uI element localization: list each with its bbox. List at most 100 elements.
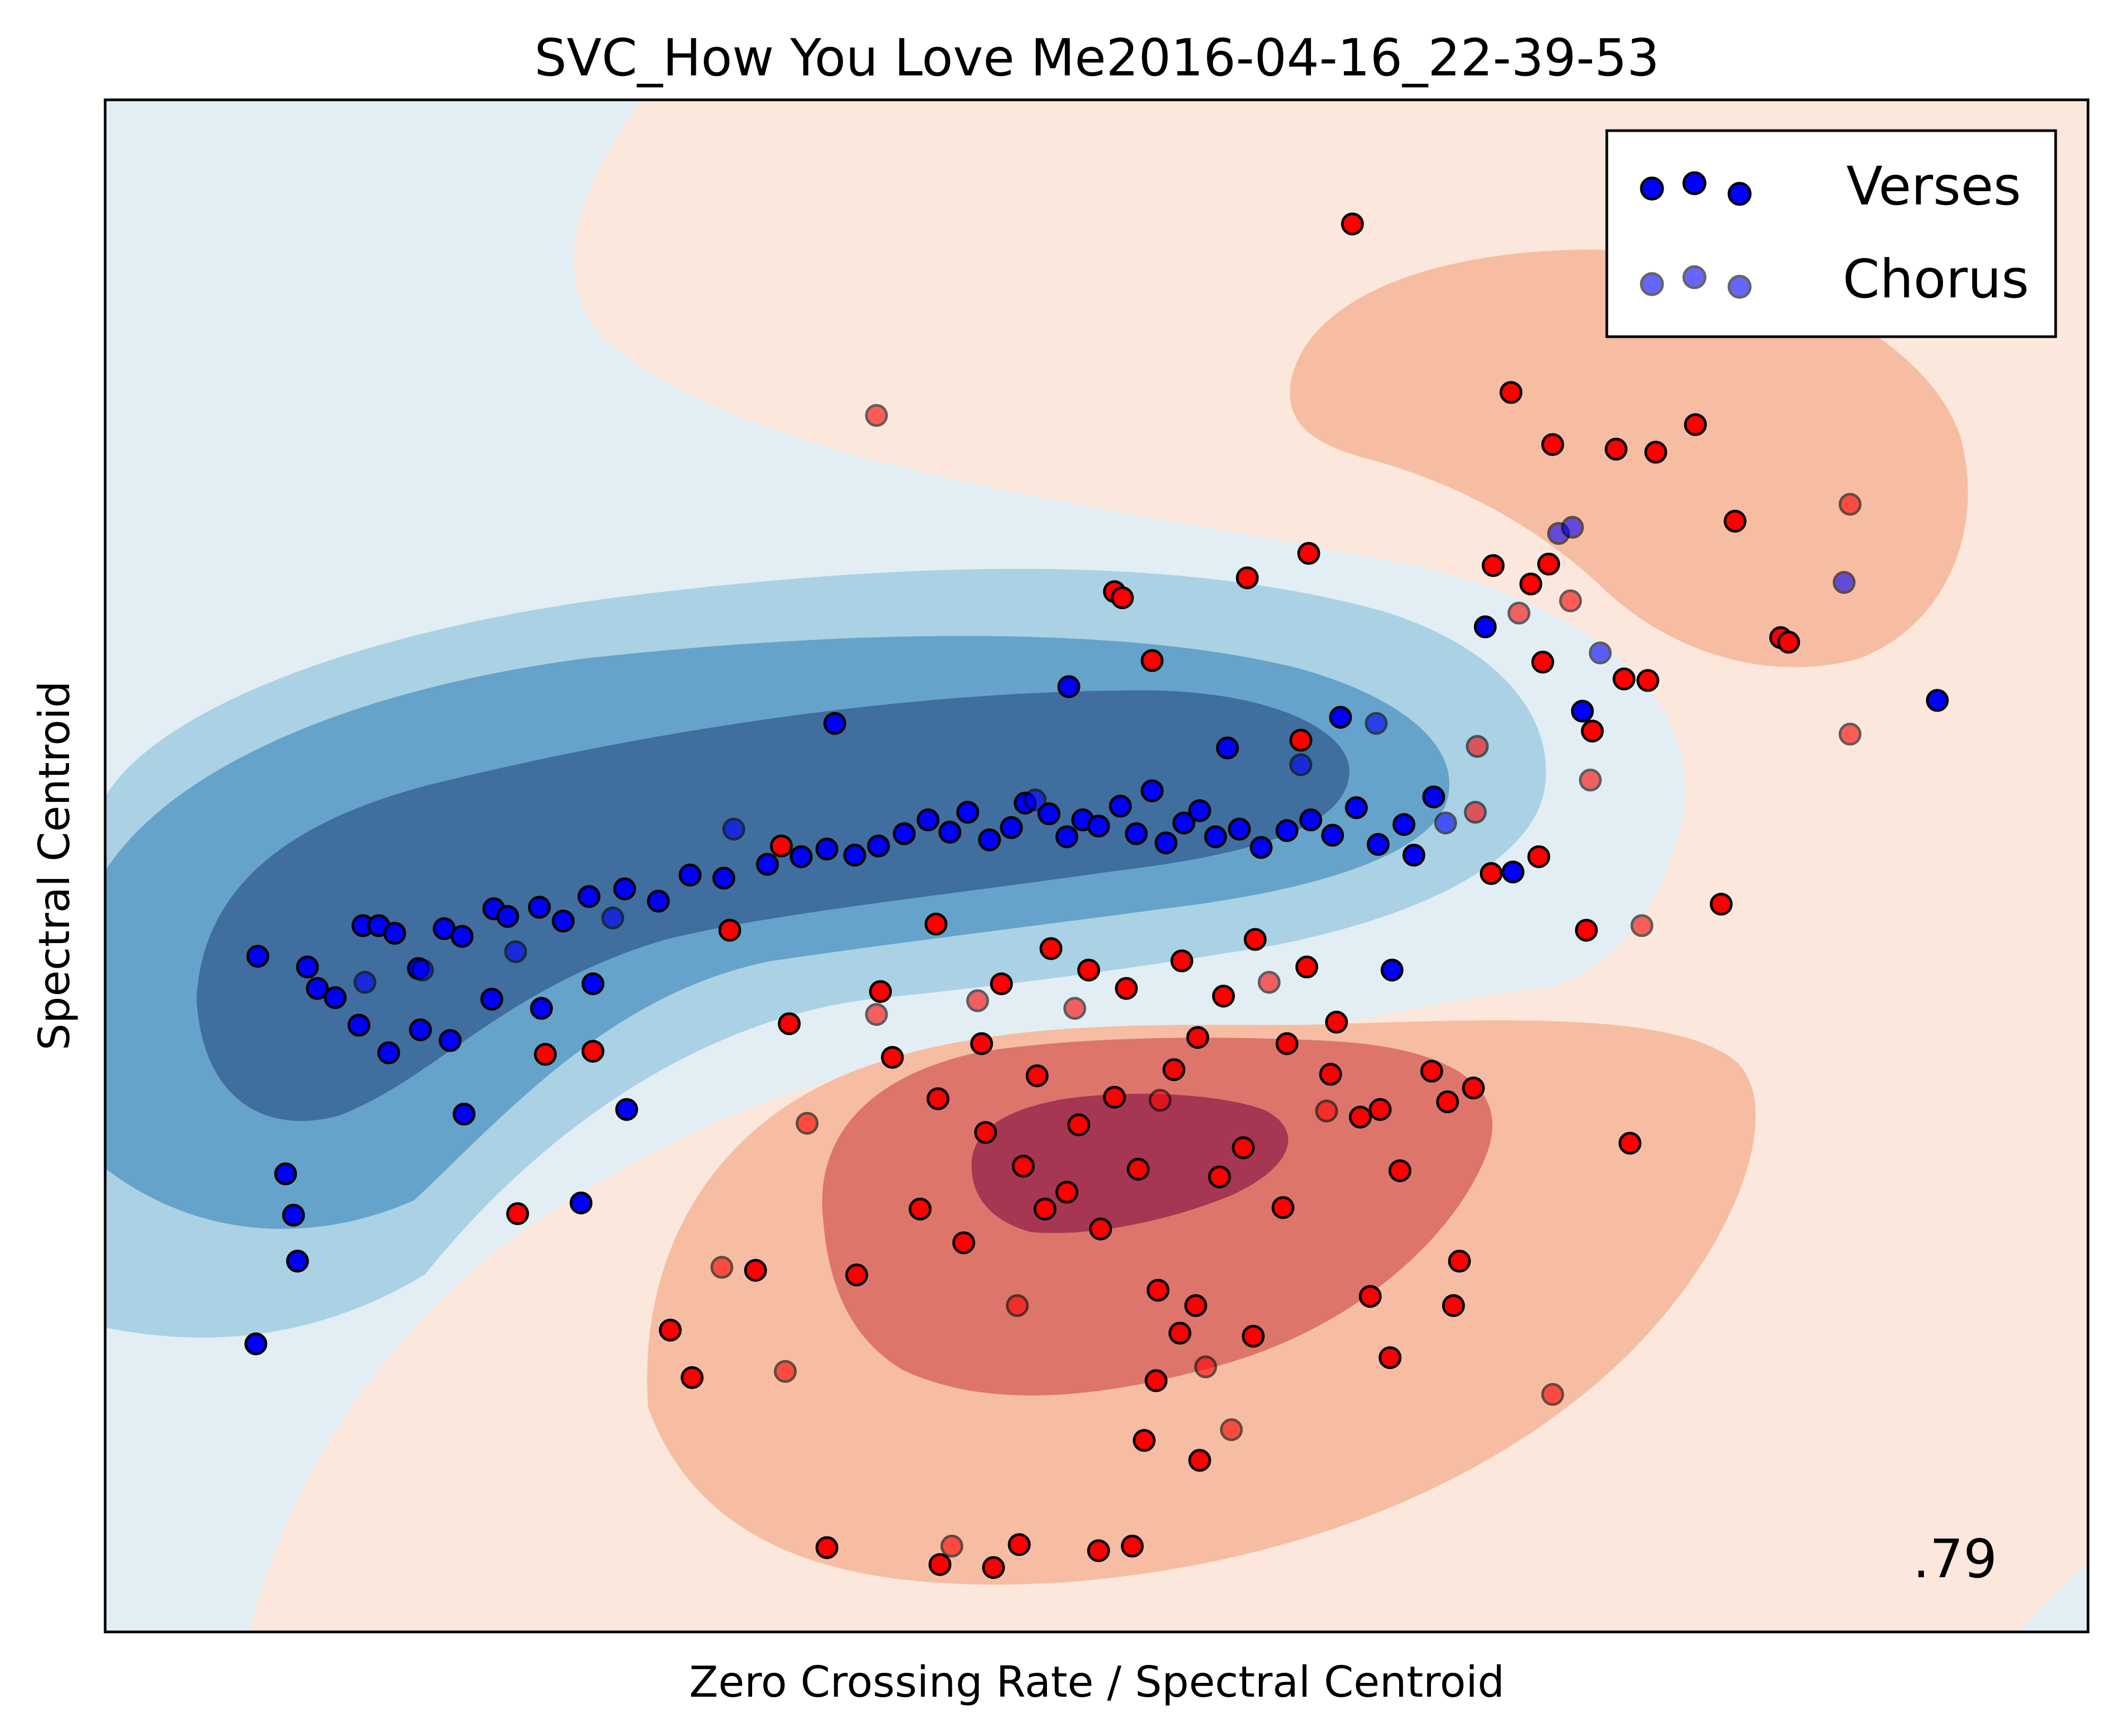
data-point-2-56 xyxy=(1436,1090,1459,1114)
data-point-2-8 xyxy=(1777,630,1800,654)
data-point-2-75 xyxy=(1349,1106,1372,1129)
data-point-2-29 xyxy=(1378,1346,1402,1370)
data-point-1-24 xyxy=(1006,1294,1029,1317)
data-point-0-32 xyxy=(1055,825,1078,849)
data-point-2-26 xyxy=(1618,1132,1642,1155)
data-point-0-74 xyxy=(1501,860,1524,884)
data-point-1-33 xyxy=(1315,1099,1338,1123)
data-point-2-46 xyxy=(908,1198,932,1221)
legend-marker-chorus-dot-1 xyxy=(1640,272,1664,296)
data-point-2-74 xyxy=(1325,1011,1348,1034)
data-point-2-80 xyxy=(1077,959,1101,982)
data-point-1-10 xyxy=(1561,516,1584,539)
data-point-2-88 xyxy=(1127,1158,1150,1181)
data-point-0-68 xyxy=(1329,706,1352,729)
legend-marker-verses xyxy=(1640,171,1752,206)
data-point-2-12 xyxy=(1531,651,1554,674)
data-point-0-57 xyxy=(274,1162,297,1185)
data-point-1-19 xyxy=(1579,768,1602,792)
data-point-2-48 xyxy=(1033,1198,1056,1221)
data-point-1-25 xyxy=(773,1360,797,1383)
data-point-2-42 xyxy=(680,1366,704,1389)
data-point-2-36 xyxy=(1121,1534,1144,1558)
data-point-2-14 xyxy=(1481,554,1505,577)
data-point-1-26 xyxy=(710,1255,734,1279)
plot-frame xyxy=(104,98,2090,1634)
data-point-2-0 xyxy=(1341,212,1364,236)
data-point-0-27 xyxy=(956,801,979,824)
data-point-2-60 xyxy=(506,1202,529,1225)
data-point-2-40 xyxy=(928,1553,952,1576)
data-point-0-15 xyxy=(613,877,636,901)
data-point-1-30 xyxy=(1063,997,1086,1020)
data-point-2-44 xyxy=(744,1259,767,1282)
data-point-0-3 xyxy=(323,986,347,1010)
data-point-2-87 xyxy=(1055,1181,1078,1204)
data-point-2-1 xyxy=(1499,381,1523,404)
data-point-0-28 xyxy=(978,828,1001,851)
data-point-2-39 xyxy=(982,1556,1005,1579)
data-point-2-16 xyxy=(1297,542,1320,565)
data-point-0-29 xyxy=(1000,816,1023,839)
data-point-2-90 xyxy=(926,1087,950,1110)
data-point-2-9 xyxy=(1636,669,1659,692)
data-point-0-14 xyxy=(577,885,601,908)
data-point-0-13 xyxy=(551,909,575,933)
data-point-0-35 xyxy=(1109,794,1132,818)
region-blue-corner xyxy=(2018,1561,2088,1632)
data-point-1-4 xyxy=(722,817,745,841)
data-point-1-29 xyxy=(966,989,989,1012)
data-point-0-64 xyxy=(823,712,847,735)
score-label: .79 xyxy=(1913,1528,1997,1590)
data-point-0-67 xyxy=(1216,736,1239,759)
data-point-2-52 xyxy=(1208,1165,1231,1188)
data-point-0-62 xyxy=(569,1191,593,1215)
data-point-0-41 xyxy=(1228,817,1251,841)
data-point-0-56 xyxy=(581,972,604,996)
data-point-2-61 xyxy=(718,919,742,942)
data-point-2-25 xyxy=(1709,893,1733,916)
data-point-2-55 xyxy=(1368,1098,1392,1121)
data-point-2-76 xyxy=(1388,1159,1412,1183)
data-point-1-16 xyxy=(1838,493,1862,516)
data-point-2-10 xyxy=(1613,668,1635,690)
data-point-2-28 xyxy=(1442,1294,1465,1317)
y-axis-label: Spectral Centroid xyxy=(30,681,79,1050)
data-point-2-34 xyxy=(1188,1449,1212,1472)
data-point-1-14 xyxy=(1507,602,1531,625)
data-point-2-2 xyxy=(1541,433,1564,456)
data-point-0-59 xyxy=(286,1250,309,1273)
data-point-1-13 xyxy=(865,404,888,427)
data-point-0-11 xyxy=(496,905,519,928)
data-point-0-22 xyxy=(843,843,866,867)
data-point-0-17 xyxy=(678,863,702,887)
region-red-upper xyxy=(1290,250,1968,668)
data-point-0-49 xyxy=(1422,785,1445,809)
data-point-0-24 xyxy=(892,822,916,845)
data-point-0-21 xyxy=(815,837,839,861)
data-point-1-7 xyxy=(1365,712,1388,735)
data-point-2-4 xyxy=(1644,441,1667,464)
data-point-0-34 xyxy=(1087,815,1110,837)
data-point-2-19 xyxy=(1111,586,1134,610)
chart-title: SVC_How You Love Me2016-04-16_22-39-53 xyxy=(534,28,1659,88)
data-point-2-23 xyxy=(1527,845,1550,868)
data-point-2-82 xyxy=(1170,949,1194,972)
data-point-1-0 xyxy=(353,971,377,994)
data-point-0-46 xyxy=(1345,796,1368,819)
data-point-0-51 xyxy=(377,1041,401,1064)
data-point-0-48 xyxy=(1392,813,1416,836)
data-point-0-20 xyxy=(789,845,813,868)
data-point-0-69 xyxy=(1473,615,1497,638)
data-point-1-20 xyxy=(1630,914,1654,937)
data-point-0-58 xyxy=(282,1203,305,1227)
data-point-2-31 xyxy=(1241,1324,1265,1348)
data-point-2-38 xyxy=(1008,1533,1031,1557)
data-point-0-0 xyxy=(246,945,269,968)
data-point-2-89 xyxy=(974,1121,997,1144)
data-point-1-5 xyxy=(1024,788,1047,811)
data-point-0-9 xyxy=(450,925,474,948)
data-point-2-33 xyxy=(1145,1369,1168,1392)
data-point-0-1 xyxy=(296,955,319,979)
legend-marker-verses-dot-1 xyxy=(1640,176,1664,201)
